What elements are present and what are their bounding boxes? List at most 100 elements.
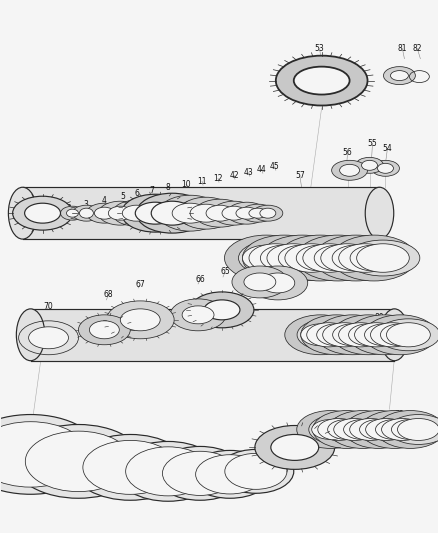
Ellipse shape — [348, 315, 420, 355]
Ellipse shape — [355, 157, 383, 173]
Ellipse shape — [320, 244, 373, 272]
Ellipse shape — [379, 309, 408, 361]
Ellipse shape — [242, 235, 325, 281]
Ellipse shape — [300, 324, 340, 346]
Ellipse shape — [312, 410, 380, 448]
Ellipse shape — [194, 199, 245, 227]
Text: 65: 65 — [219, 268, 230, 277]
Ellipse shape — [308, 415, 367, 445]
Ellipse shape — [135, 202, 175, 224]
Ellipse shape — [338, 322, 381, 347]
Ellipse shape — [122, 205, 150, 221]
Text: 80: 80 — [374, 313, 383, 322]
Ellipse shape — [112, 200, 160, 226]
Ellipse shape — [16, 309, 45, 361]
Ellipse shape — [344, 319, 407, 351]
Text: 77: 77 — [240, 465, 249, 474]
Ellipse shape — [360, 410, 427, 448]
Ellipse shape — [385, 322, 429, 347]
Ellipse shape — [260, 273, 294, 293]
Text: 79: 79 — [394, 410, 403, 419]
Text: 70: 70 — [43, 302, 53, 311]
Ellipse shape — [332, 245, 379, 271]
Ellipse shape — [98, 201, 142, 225]
Ellipse shape — [240, 204, 274, 222]
Text: 74: 74 — [160, 462, 170, 471]
Ellipse shape — [89, 321, 119, 339]
Ellipse shape — [322, 322, 366, 347]
Ellipse shape — [0, 415, 100, 494]
Ellipse shape — [120, 309, 160, 331]
Ellipse shape — [360, 319, 423, 351]
Ellipse shape — [278, 245, 325, 271]
Ellipse shape — [296, 235, 379, 281]
Ellipse shape — [312, 319, 375, 351]
Ellipse shape — [316, 315, 388, 355]
Ellipse shape — [83, 440, 177, 494]
Ellipse shape — [343, 419, 381, 439]
Text: 2: 2 — [66, 204, 71, 213]
Ellipse shape — [178, 197, 233, 229]
Ellipse shape — [328, 410, 396, 448]
Ellipse shape — [106, 301, 174, 339]
Ellipse shape — [314, 245, 361, 271]
Ellipse shape — [252, 205, 282, 221]
Ellipse shape — [339, 164, 359, 176]
Ellipse shape — [389, 70, 407, 80]
Ellipse shape — [274, 240, 347, 276]
Ellipse shape — [187, 450, 271, 498]
Ellipse shape — [204, 300, 240, 320]
Text: 82: 82 — [412, 44, 421, 53]
Ellipse shape — [293, 67, 349, 94]
Ellipse shape — [317, 418, 359, 440]
FancyBboxPatch shape — [31, 309, 394, 361]
Text: 53: 53 — [314, 44, 324, 53]
Ellipse shape — [259, 208, 275, 218]
Ellipse shape — [242, 245, 290, 271]
Text: 44: 44 — [256, 165, 266, 174]
Ellipse shape — [311, 419, 349, 439]
Ellipse shape — [151, 201, 193, 225]
Ellipse shape — [8, 187, 37, 239]
Ellipse shape — [383, 67, 414, 85]
Ellipse shape — [231, 266, 287, 298]
Ellipse shape — [226, 202, 266, 224]
Ellipse shape — [296, 245, 343, 271]
Text: 73: 73 — [125, 455, 135, 464]
Ellipse shape — [327, 419, 365, 439]
Text: 60: 60 — [258, 270, 267, 279]
Ellipse shape — [356, 415, 415, 445]
Ellipse shape — [218, 449, 293, 493]
Ellipse shape — [116, 441, 219, 501]
Ellipse shape — [224, 454, 286, 489]
Ellipse shape — [332, 315, 403, 355]
Ellipse shape — [349, 245, 397, 271]
Text: 76: 76 — [212, 472, 223, 481]
Text: 57: 57 — [294, 171, 304, 180]
Ellipse shape — [190, 292, 253, 328]
Ellipse shape — [212, 201, 255, 225]
Text: 6: 6 — [134, 189, 139, 198]
Text: 54: 54 — [382, 144, 392, 153]
Text: 81: 81 — [397, 44, 406, 53]
Ellipse shape — [254, 425, 334, 470]
Ellipse shape — [349, 418, 390, 440]
Ellipse shape — [359, 419, 396, 439]
Ellipse shape — [28, 327, 68, 349]
Text: 67: 67 — [135, 280, 145, 289]
Ellipse shape — [332, 235, 415, 281]
Ellipse shape — [162, 451, 237, 495]
Text: 75: 75 — [187, 468, 197, 477]
Ellipse shape — [344, 410, 411, 448]
Ellipse shape — [25, 203, 60, 223]
Ellipse shape — [377, 163, 392, 173]
Ellipse shape — [292, 240, 365, 276]
FancyBboxPatch shape — [23, 187, 378, 239]
Ellipse shape — [266, 244, 319, 272]
Ellipse shape — [72, 434, 187, 500]
Ellipse shape — [345, 240, 419, 276]
Text: 66: 66 — [195, 276, 205, 285]
Ellipse shape — [260, 245, 307, 271]
Text: 78: 78 — [289, 443, 299, 452]
Ellipse shape — [376, 319, 438, 351]
